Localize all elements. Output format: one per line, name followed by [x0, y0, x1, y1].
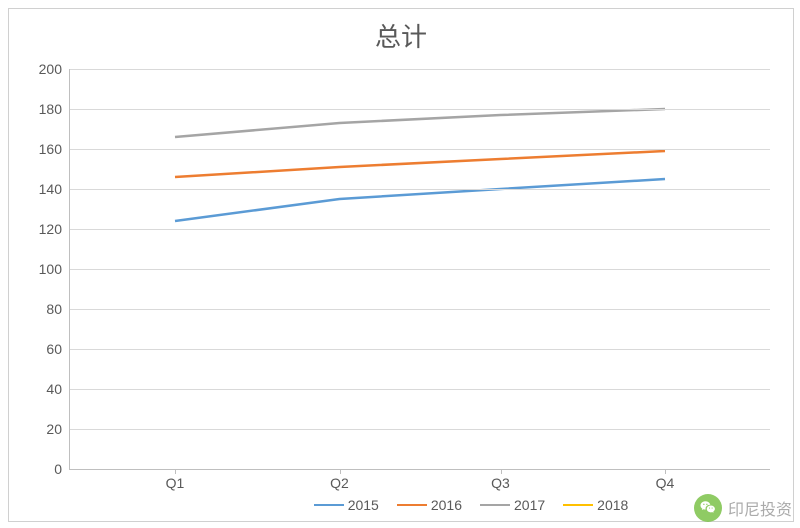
- legend-label: 2016: [431, 497, 462, 513]
- y-axis-label: 40: [46, 381, 70, 397]
- y-axis-label: 20: [46, 421, 70, 437]
- legend-swatch: [314, 504, 344, 506]
- plot-area: 020406080100120140160180200Q1Q2Q3Q4: [69, 69, 770, 470]
- y-gridline: [70, 189, 770, 190]
- y-axis-label: 180: [39, 101, 70, 117]
- x-axis-label: Q4: [656, 469, 675, 491]
- wechat-icon: [694, 494, 722, 522]
- series-line-2017: [175, 109, 665, 137]
- legend-swatch: [480, 504, 510, 506]
- legend-item-2016: 2016: [397, 497, 462, 513]
- y-axis-label: 80: [46, 301, 70, 317]
- y-gridline: [70, 149, 770, 150]
- x-axis-label: Q3: [491, 469, 510, 491]
- chart-title: 总计: [9, 17, 793, 54]
- series-line-2016: [175, 151, 665, 177]
- series-line-2015: [175, 179, 665, 221]
- legend-label: 2018: [597, 497, 628, 513]
- x-axis-label: Q2: [330, 469, 349, 491]
- y-axis-label: 160: [39, 141, 70, 157]
- y-gridline: [70, 69, 770, 70]
- y-gridline: [70, 389, 770, 390]
- watermark-text: 印尼投资: [728, 496, 792, 520]
- y-gridline: [70, 349, 770, 350]
- y-axis-label: 0: [54, 461, 70, 477]
- legend-item-2018: 2018: [563, 497, 628, 513]
- y-gridline: [70, 109, 770, 110]
- legend-swatch: [397, 504, 427, 506]
- y-axis-label: 200: [39, 61, 70, 77]
- legend-swatch: [563, 504, 593, 506]
- y-axis-label: 100: [39, 261, 70, 277]
- y-gridline: [70, 269, 770, 270]
- y-gridline: [70, 429, 770, 430]
- y-axis-label: 120: [39, 221, 70, 237]
- x-axis-label: Q1: [166, 469, 185, 491]
- legend-label: 2017: [514, 497, 545, 513]
- y-axis-label: 60: [46, 341, 70, 357]
- chart-container: 总计 020406080100120140160180200Q1Q2Q3Q4 2…: [8, 8, 794, 522]
- legend-item-2017: 2017: [480, 497, 545, 513]
- y-axis-label: 140: [39, 181, 70, 197]
- y-gridline: [70, 309, 770, 310]
- legend-label: 2015: [348, 497, 379, 513]
- y-gridline: [70, 229, 770, 230]
- legend-item-2015: 2015: [314, 497, 379, 513]
- legend: 2015 2016 2017 2018: [209, 497, 733, 513]
- watermark: 印尼投资: [694, 494, 792, 522]
